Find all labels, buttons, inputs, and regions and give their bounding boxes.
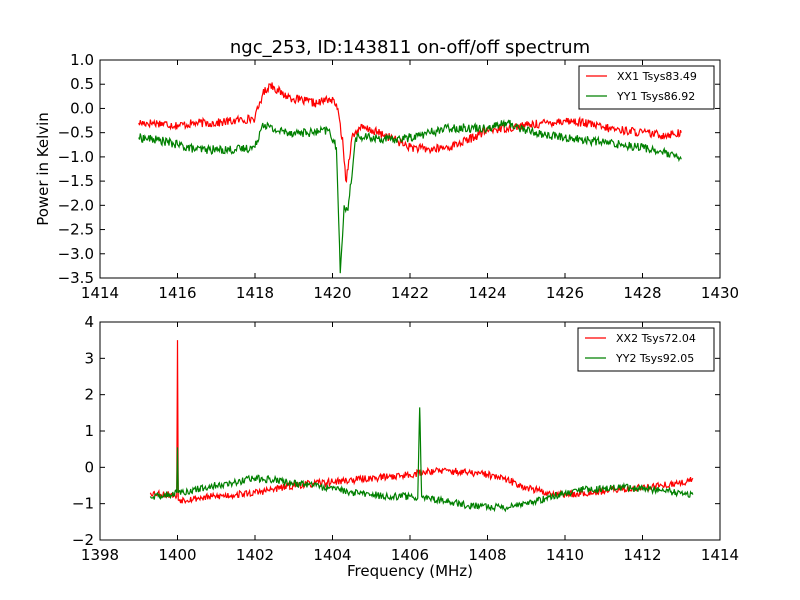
bottom-ticks: 1398 1400 1402 1404 1406 1408 1410 1412 1414 4 3 2 1… — [72, 313, 739, 564]
top-x-tick-label: 1420 — [313, 284, 351, 302]
top-y-tick-label: −1.0 — [58, 148, 94, 166]
top-series-lines — [138, 82, 682, 274]
bottom-y-tick-label: −1 — [72, 495, 94, 513]
top-x-tick-label: 1426 — [546, 284, 584, 302]
top-y-tick-label: 0.0 — [70, 99, 94, 117]
bottom-x-tick-label: 1414 — [701, 546, 739, 564]
bottom-x-tick-label: 1404 — [313, 546, 351, 564]
bottom-x-axis-label: Frequency (MHz) — [347, 562, 473, 580]
bottom-legend-label-yy2: YY2 Tsys92.05 — [615, 352, 694, 365]
top-y-tick-label: −3.0 — [58, 245, 94, 263]
bottom-y-tick-label: 2 — [84, 386, 94, 404]
top-x-tick-label: 1428 — [623, 284, 661, 302]
bottom-x-tick-label: 1398 — [81, 546, 119, 564]
top-x-tick-label: 1414 — [81, 284, 119, 302]
top-chart-title: ngc_253, ID:143811 on-off/off spectrum — [230, 37, 590, 58]
top-x-tick-label: 1422 — [391, 284, 429, 302]
bottom-y-tick-label: −2 — [72, 531, 94, 549]
top-y-axis-label: Power in Kelvin — [34, 112, 52, 226]
bottom-subplot: Frequency (MHz) 1398 1400 1402 1404 1406 1408… — [72, 313, 739, 580]
top-legend-label-xx1: XX1 Tsys83.49 — [617, 70, 697, 83]
top-y-tick-label: −2.0 — [58, 196, 94, 214]
bottom-x-tick-label: 1410 — [546, 546, 584, 564]
top-series-line-xx1 — [138, 82, 682, 184]
bottom-x-tick-label: 1402 — [236, 546, 274, 564]
bottom-legend: XX2 Tsys72.04 YY2 Tsys92.05 — [577, 327, 715, 372]
top-legend-box — [578, 65, 715, 110]
bottom-x-tick-label: 1412 — [623, 546, 661, 564]
top-y-tick-label: −3.5 — [58, 269, 94, 287]
bottom-y-tick-label: 4 — [84, 313, 94, 331]
bottom-y-tick-label: 3 — [84, 349, 94, 367]
bottom-y-tick-label: 1 — [84, 422, 94, 440]
bottom-x-tick-label: 1400 — [158, 546, 196, 564]
top-y-tick-label: 0.5 — [70, 75, 94, 93]
top-x-tick-label: 1418 — [236, 284, 274, 302]
top-legend-label-yy1: YY1 Tsys86.92 — [616, 90, 695, 103]
bottom-x-tick-label: 1406 — [391, 546, 429, 564]
bottom-y-tick-label: 0 — [84, 458, 94, 476]
top-y-tick-label: 1.0 — [70, 51, 94, 69]
top-ticks: 1414 1416 1418 1420 1422 1424 1426 1428 1430 1.0 0… — [58, 51, 740, 302]
top-y-tick-label: −1.5 — [58, 172, 94, 190]
bottom-legend-box — [577, 327, 715, 372]
bottom-series-line-yy2 — [149, 407, 694, 513]
top-x-tick-label: 1416 — [158, 284, 196, 302]
top-x-tick-label: 1424 — [468, 284, 506, 302]
top-subplot: ngc_253, ID:143811 on-off/off spectrum P… — [34, 37, 739, 302]
top-plot-frame — [99, 59, 721, 279]
top-y-tick-label: −0.5 — [58, 124, 94, 142]
top-legend: XX1 Tsys83.49 YY1 Tsys86.92 — [578, 65, 715, 110]
top-y-tick-label: −2.5 — [58, 221, 94, 239]
bottom-series-lines — [149, 340, 694, 513]
top-x-tick-label: 1430 — [701, 284, 739, 302]
bottom-legend-label-xx2: XX2 Tsys72.04 — [616, 332, 696, 345]
bottom-x-tick-label: 1408 — [468, 546, 506, 564]
bottom-plot-frame — [99, 321, 721, 541]
top-series-line-yy1 — [138, 119, 682, 274]
